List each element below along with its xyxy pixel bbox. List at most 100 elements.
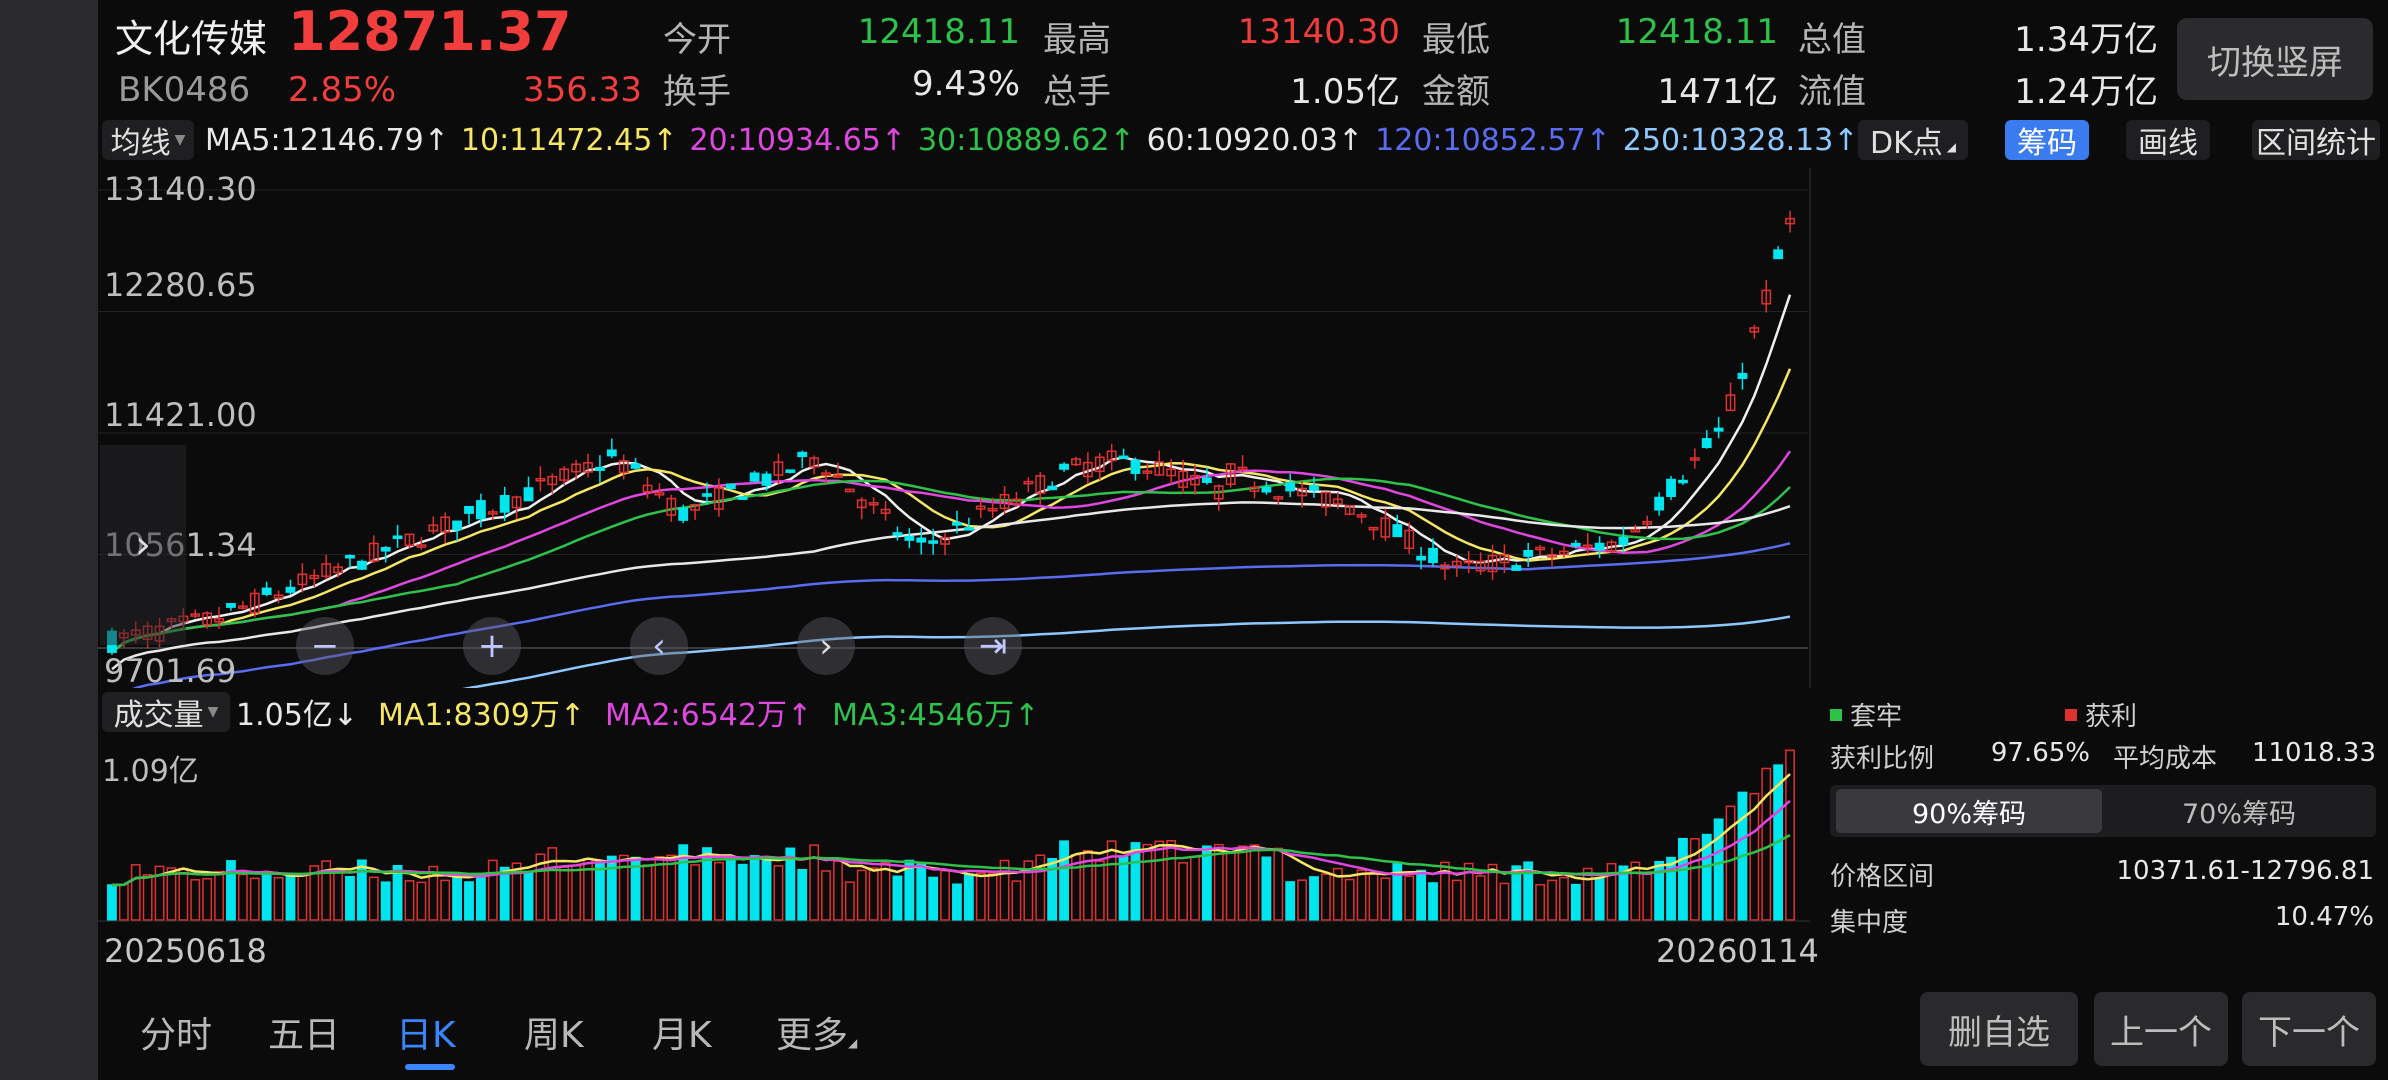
- volume-bar: [690, 864, 701, 921]
- y-tick-1: 13140.30: [104, 170, 257, 208]
- candle-body: [1594, 542, 1605, 551]
- volume-bar: [773, 865, 784, 921]
- tab-five-day[interactable]: 五日: [268, 1015, 341, 1056]
- chips-button[interactable]: 筹码: [2005, 120, 2089, 161]
- stat-float-cap-label: 流值: [1798, 72, 1866, 112]
- volume-bar: [1356, 869, 1367, 921]
- zoom-out-icon[interactable]: −: [296, 617, 354, 675]
- candle-body: [1023, 480, 1034, 485]
- caret-down-icon: ▼: [174, 132, 186, 148]
- candle-body: [594, 466, 605, 471]
- price-range-value: 10371.61-12796.81: [2116, 856, 2375, 886]
- ma20-value: 20:10934.65↑: [689, 122, 907, 158]
- tab-daily-k[interactable]: 日K: [396, 1015, 456, 1056]
- expand-chevron-icon[interactable]: ›: [100, 445, 186, 645]
- volume-bar: [142, 874, 153, 921]
- switch-portrait-button[interactable]: 切换竖屏: [2177, 18, 2373, 100]
- candle-body: [1547, 553, 1557, 558]
- stat-amount-value: 1471亿: [1657, 72, 1778, 112]
- volume-bar: [1678, 837, 1688, 921]
- candle-body: [1475, 560, 1486, 572]
- reset-view-icon[interactable]: ⇥: [964, 617, 1022, 675]
- volume-bar: [237, 873, 248, 921]
- volume-bar: [654, 855, 665, 921]
- volume-bar: [190, 879, 201, 921]
- candle-body: [1213, 485, 1224, 500]
- previous-button[interactable]: 上一个: [2094, 992, 2228, 1066]
- y-tick-5: 9701.69: [104, 652, 237, 690]
- volume-bar: [1106, 840, 1117, 921]
- range-stats-button[interactable]: 区间统计: [2252, 120, 2380, 161]
- candle-body: [1725, 394, 1736, 412]
- candle-body: [1178, 470, 1188, 488]
- volume-bar: [928, 876, 939, 921]
- volume-bar: [1547, 879, 1557, 921]
- dk-button[interactable]: DK点 ◢: [1858, 120, 1968, 161]
- remove-watchlist-button[interactable]: 删自选: [1920, 992, 2078, 1066]
- volume-bar: [856, 869, 867, 921]
- volume-bar: [1785, 749, 1795, 921]
- candle-body: [1511, 565, 1522, 571]
- volume-bar: [452, 873, 463, 921]
- candle-body: [1332, 498, 1343, 505]
- volume-bar: [761, 857, 772, 921]
- tab-monthly-k[interactable]: 月K: [652, 1015, 712, 1056]
- kline-chart[interactable]: [98, 168, 1818, 688]
- ma-line-250: [462, 615, 1791, 688]
- ma-selector[interactable]: 均线 ▼: [102, 120, 194, 161]
- candle-body: [404, 533, 415, 547]
- volume-chart[interactable]: [98, 738, 1818, 924]
- tab-intraday[interactable]: 分时: [140, 1015, 213, 1056]
- volume-bar: [1047, 857, 1058, 921]
- volume-bar: [261, 873, 272, 921]
- candle-body: [1761, 289, 1772, 305]
- volume-bar: [356, 859, 367, 921]
- vol-ma2-value: MA2:6542万↑: [605, 698, 813, 733]
- volume-bar: [1309, 876, 1319, 921]
- volume-bar: [1535, 884, 1546, 921]
- volume-bar: [273, 876, 284, 921]
- volume-bar: [809, 844, 820, 921]
- volume-selector[interactable]: 成交量 ▼: [102, 692, 230, 733]
- candle-body: [214, 617, 224, 623]
- candle-body: [987, 507, 998, 512]
- volume-bar: [297, 873, 308, 921]
- candle-body: [702, 493, 712, 497]
- candle-body: [1035, 475, 1046, 494]
- candle-body: [583, 462, 593, 473]
- volume-bar: [464, 881, 474, 921]
- vol-ma3-value: MA3:4546万↑: [832, 698, 1040, 733]
- volume-bar: [1511, 865, 1522, 921]
- caret-down-icon: ▼: [207, 704, 219, 720]
- pan-right-icon[interactable]: ›: [797, 617, 855, 675]
- next-button[interactable]: 下一个: [2242, 992, 2376, 1066]
- tab-weekly-k[interactable]: 周K: [524, 1015, 584, 1056]
- volume-ma-line: [111, 834, 1791, 887]
- candle-body: [1737, 372, 1748, 380]
- volume-bar: [416, 881, 427, 921]
- volume-bar: [1320, 873, 1331, 921]
- volume-bar: [868, 867, 879, 921]
- volume-bar: [1059, 840, 1069, 921]
- tab-more[interactable]: 更多◢: [776, 1006, 876, 1058]
- zoom-in-icon[interactable]: +: [463, 617, 521, 675]
- tab-90-chips[interactable]: 90%筹码: [1836, 789, 2102, 833]
- draw-line-button[interactable]: 画线: [2126, 120, 2210, 161]
- volume-bar: [1213, 843, 1224, 921]
- candle-body: [333, 566, 343, 574]
- candle-body: [737, 496, 748, 500]
- candle-body: [1344, 504, 1355, 515]
- date-end: 20260114: [1656, 932, 1819, 970]
- volume-bar: [1559, 876, 1569, 921]
- candle-body: [761, 473, 772, 486]
- volume-bar: [1487, 863, 1498, 921]
- candle-body: [666, 497, 677, 516]
- volume-bar: [535, 853, 546, 921]
- candle-body: [380, 547, 391, 552]
- ma5-value: MA5:12146.79↑: [205, 122, 449, 158]
- volume-bar: [952, 883, 962, 921]
- volume-bar: [725, 855, 736, 921]
- pan-left-icon[interactable]: ‹: [630, 617, 688, 675]
- tab-70-chips[interactable]: 70%筹码: [2181, 798, 2296, 830]
- candle-body: [1618, 536, 1629, 546]
